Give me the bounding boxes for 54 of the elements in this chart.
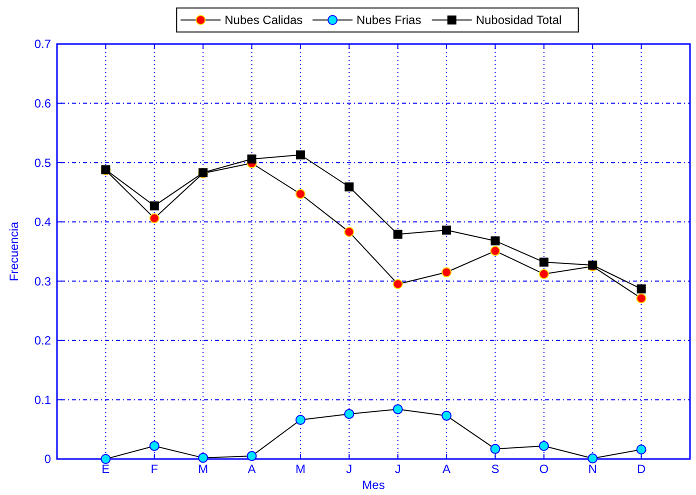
y-tick-label: 0.2 [34,334,52,348]
point [100,454,111,464]
point [392,279,403,290]
point [442,410,452,421]
y-tick-label: 0.1 [34,392,52,407]
x-axis-title: Mes [362,478,385,492]
x-tick-label: N [588,462,597,476]
y-tick-label: 0 [44,452,52,466]
point [392,404,403,414]
legend-label: Nubosidad Total [476,13,562,28]
point [246,451,257,462]
point [149,440,160,451]
point [149,213,160,224]
x-tick-label: D [636,462,646,476]
point [344,408,354,419]
x-tick-label: J [394,462,401,476]
x-tick-label: M [295,462,306,476]
point [636,293,646,304]
x-tick-label: E [102,462,110,476]
point [296,150,305,160]
x-tick-label: M [198,462,208,476]
y-axis-title: Frecuencia [7,222,21,282]
legend-label: Nubes Frias [356,13,422,28]
point [538,269,549,280]
point [150,201,159,210]
point [636,444,646,455]
point [344,226,354,237]
x-tick-label: J [346,462,352,476]
point [538,440,549,451]
x-tick-label: S [491,462,500,476]
point [393,230,402,239]
point [295,414,306,425]
point [490,236,500,246]
x-tick-label: F [150,462,158,476]
x-tick-label: A [248,462,256,476]
point [442,267,452,278]
point [295,188,306,199]
point [198,452,208,463]
point [588,453,598,464]
y-tick-label: 0.6 [34,96,52,110]
y-tick-label: 0.3 [34,274,52,288]
point [490,246,500,256]
legend-label: Nubes Calidas [224,13,303,28]
point [247,154,256,164]
y-tick-label: 0.5 [34,156,52,170]
point [539,258,548,267]
point [636,284,646,294]
point [490,444,500,454]
point [344,182,354,192]
point [442,226,452,235]
y-tick-label: 0.4 [34,215,52,230]
x-tick-label: O [539,462,549,476]
x-tick-label: A [442,462,451,476]
y-tick-label: 0.7 [34,37,52,52]
